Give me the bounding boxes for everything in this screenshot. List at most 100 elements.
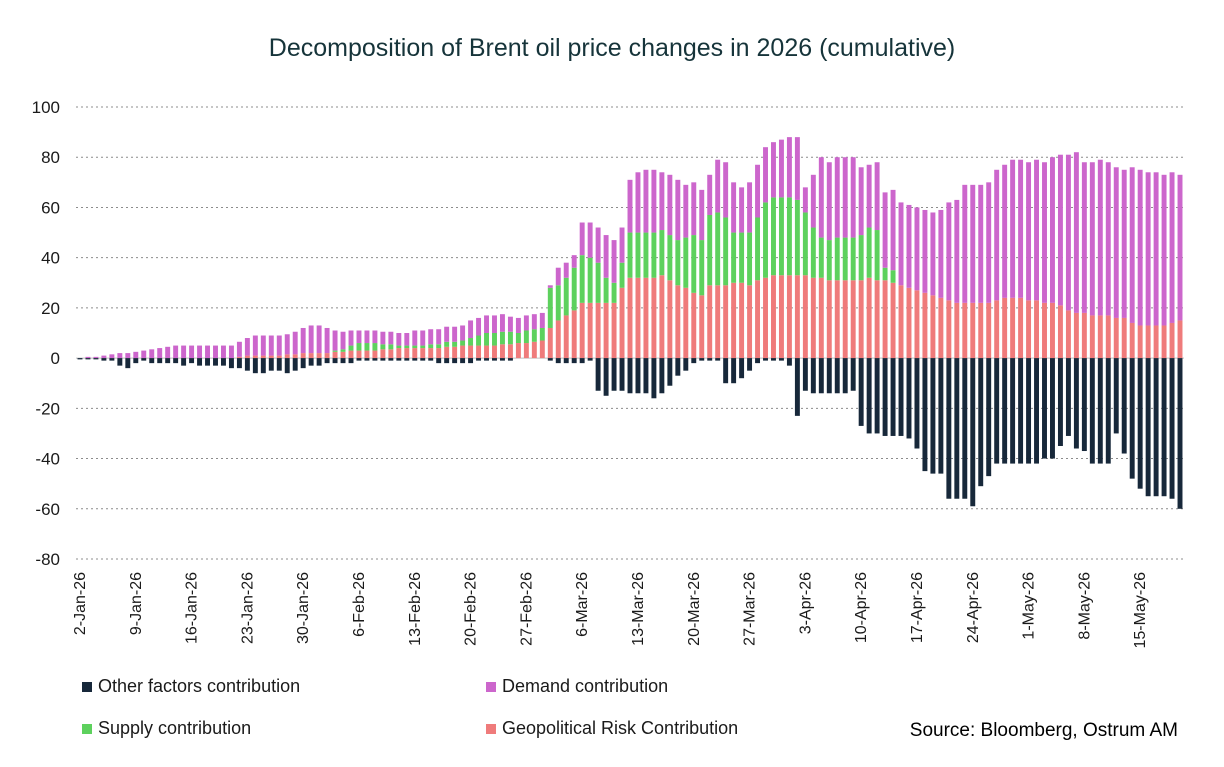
bar-demand bbox=[348, 330, 354, 346]
bar-supply bbox=[763, 202, 768, 278]
bar-geo bbox=[260, 355, 266, 359]
bar-geo bbox=[292, 354, 298, 359]
x-tick-label: 16-Jan-26 bbox=[184, 572, 201, 644]
bar-supply bbox=[667, 235, 673, 281]
bar-demand bbox=[492, 315, 497, 333]
bar-geo bbox=[1129, 322, 1135, 359]
legend-item-demand: Demand contribution bbox=[486, 676, 668, 697]
bar-demand bbox=[826, 162, 832, 241]
bar-geo bbox=[1050, 302, 1055, 359]
bar-geo bbox=[1073, 312, 1079, 359]
bar-demand bbox=[595, 227, 601, 263]
bar-other bbox=[125, 358, 131, 369]
bar-other bbox=[1121, 358, 1127, 454]
bar-geo bbox=[619, 287, 625, 359]
bar-other bbox=[763, 358, 768, 361]
bar-geo bbox=[1042, 302, 1047, 359]
bar-other bbox=[324, 358, 330, 364]
bar-geo bbox=[452, 346, 458, 359]
bar-supply bbox=[515, 333, 521, 344]
bar-other bbox=[635, 358, 641, 394]
bar-other bbox=[205, 358, 210, 366]
bar-demand bbox=[1113, 167, 1119, 318]
bar-demand bbox=[1010, 159, 1016, 298]
bar-other bbox=[109, 358, 115, 361]
bar-other bbox=[922, 358, 928, 472]
bar-other bbox=[1073, 358, 1079, 449]
bar-supply bbox=[778, 197, 784, 276]
bar-demand bbox=[611, 240, 617, 283]
bar-demand bbox=[476, 317, 482, 336]
bar-demand bbox=[810, 174, 816, 228]
bar-other bbox=[946, 358, 952, 499]
bar-demand bbox=[1169, 172, 1175, 323]
bar-other bbox=[157, 358, 163, 364]
y-tick-label: 0 bbox=[51, 349, 60, 368]
bar-other bbox=[228, 358, 234, 369]
bar-other bbox=[906, 358, 912, 439]
x-tick-label: 1-May-26 bbox=[1021, 572, 1038, 640]
bar-geo bbox=[332, 351, 338, 359]
bar-geo bbox=[834, 280, 840, 359]
bar-other bbox=[834, 358, 840, 394]
bar-geo bbox=[970, 302, 976, 359]
bar-supply bbox=[786, 197, 792, 276]
bar-geo bbox=[1137, 325, 1143, 359]
bar-geo bbox=[1113, 317, 1119, 359]
bar-other bbox=[444, 358, 450, 364]
bar-demand bbox=[1089, 162, 1095, 316]
bar-other bbox=[356, 358, 362, 361]
bar-geo bbox=[794, 275, 800, 359]
bar-other bbox=[476, 358, 482, 361]
bar-other bbox=[436, 358, 442, 364]
bar-other bbox=[771, 358, 776, 361]
bar-other bbox=[236, 358, 242, 369]
bar-supply bbox=[826, 240, 832, 281]
bar-geo bbox=[492, 345, 497, 359]
bar-demand bbox=[1057, 154, 1063, 306]
bar-geo bbox=[778, 275, 784, 359]
bar-geo bbox=[731, 282, 737, 359]
bar-demand bbox=[1097, 159, 1103, 316]
bar-supply bbox=[890, 270, 896, 283]
bar-other bbox=[260, 358, 266, 374]
bar-geo bbox=[587, 302, 593, 359]
bar-demand bbox=[555, 267, 561, 286]
bar-geo bbox=[276, 355, 282, 359]
bar-demand bbox=[356, 330, 362, 344]
bar-demand bbox=[786, 137, 792, 198]
bar-other bbox=[699, 358, 705, 361]
bar-other bbox=[547, 358, 553, 361]
bar-other bbox=[492, 358, 497, 361]
bar-supply bbox=[428, 344, 434, 349]
bar-demand bbox=[316, 325, 322, 354]
bar-demand bbox=[173, 345, 179, 359]
bar-supply bbox=[436, 344, 442, 349]
x-tick-label: 27-Feb-26 bbox=[518, 572, 535, 646]
bar-demand bbox=[778, 139, 784, 198]
bar-demand bbox=[579, 222, 585, 256]
bar-demand bbox=[1042, 162, 1047, 303]
bar-demand bbox=[380, 331, 386, 345]
x-tick-label: 15-May-26 bbox=[1132, 572, 1149, 649]
x-tick-label: 30-Jan-26 bbox=[295, 572, 312, 644]
bar-other bbox=[1137, 358, 1143, 489]
bar-demand bbox=[834, 157, 840, 238]
bar-supply bbox=[723, 217, 729, 286]
bar-supply bbox=[364, 343, 370, 351]
bar-supply bbox=[380, 344, 386, 350]
bar-geo bbox=[603, 302, 609, 359]
bar-demand bbox=[244, 338, 250, 356]
bar-other bbox=[460, 358, 466, 364]
bar-other bbox=[962, 358, 968, 499]
bar-other bbox=[77, 358, 83, 360]
bar-demand bbox=[771, 142, 776, 198]
bar-geo bbox=[723, 285, 729, 359]
bar-demand bbox=[332, 330, 338, 351]
bar-demand bbox=[181, 345, 187, 359]
bar-demand bbox=[268, 335, 274, 356]
bar-demand bbox=[802, 187, 808, 213]
bar-geo bbox=[858, 280, 864, 359]
bar-demand bbox=[436, 329, 442, 345]
